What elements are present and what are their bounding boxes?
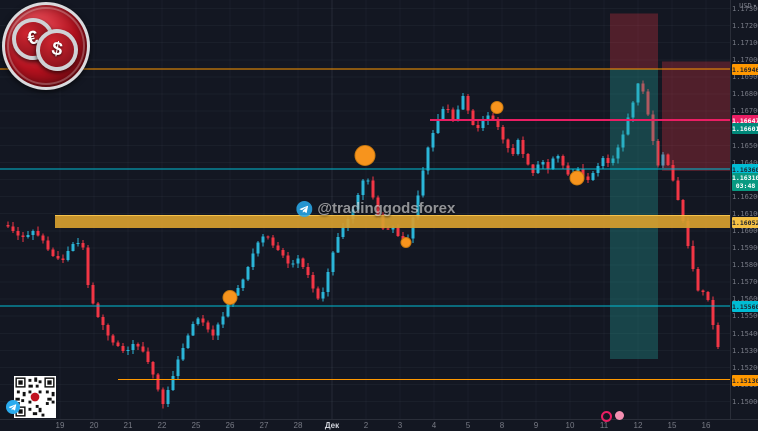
time-tick-label: 12 [633,421,643,430]
time-tick-label: 11 [599,421,609,430]
marker-dot[interactable] [569,170,585,186]
watermark: @tradinggodsforex [296,200,455,217]
telegram-icon [296,200,313,217]
currency-label: USD [739,2,752,10]
price-tick-label: 1.15800 [732,261,758,269]
price-level-tag: 1.15130 [732,374,758,386]
dot-outline-icon[interactable] [601,411,612,422]
price-level-tag: 1.16601 [732,123,758,134]
time-tick-label: 4 [431,421,437,430]
time-axis[interactable]: 19 20 21 22 25 26 27 28 Дек 2 3 4 5 8 9 10 11 12 15 16 [0,419,758,431]
price-tick-label: 1.16500 [732,141,758,150]
marker-dot[interactable] [400,237,412,248]
price-level-tag: 1.15560 [732,301,758,312]
price-tick-label: 1.15200 [732,363,758,372]
price-tick-label: 1.15400 [732,329,758,338]
time-tick-label: 9 [533,421,539,430]
time-tick-label: 22 [157,421,167,430]
chart-canvas[interactable] [0,0,730,419]
time-tick-label: 2 [363,421,369,430]
price-tick-label: 1.17100 [732,38,758,47]
candles [6,80,720,409]
price-tick-label: 1.15600 [732,295,758,303]
bar-countdown: 03:48 [735,182,756,190]
price-tick-label: 1.16100 [732,209,758,218]
axis-currency: USD▾ [738,2,757,10]
time-tick-label: 19 [55,421,65,430]
price-level-tag: 1.16360 [732,164,758,175]
price-tick-label: 1.17300 [732,4,758,13]
time-tick-label: 20 [89,421,99,430]
qr-code [14,376,56,418]
price-level-tag: 1.16310 03:48 [732,173,758,191]
dollar-coin-icon: $ [32,25,82,75]
time-tick-label: 27 [259,421,269,430]
price-tick-label: 1.17200 [732,21,758,30]
euro-symbol: € [25,27,41,50]
price-tick-label: 1.16200 [732,192,758,201]
marker-dot[interactable] [490,101,504,114]
price-tick-label: 1.16800 [732,90,758,98]
time-tick-label: Дек [324,421,340,430]
dot-filled-icon[interactable] [615,411,624,420]
euro-coin-icon: € [8,14,58,64]
time-tick-label: 3 [397,421,403,430]
price-level-tag: 1.16052 [732,217,758,228]
current-price-value: 1.16310 [732,174,758,182]
time-tick-label: 5 [465,421,471,430]
price-tick-label: 1.15500 [732,312,758,320]
time-tick-label: 16 [701,421,711,430]
time-tick-label: 26 [225,421,235,430]
price-tick-label: 1.16900 [732,73,758,81]
position-box[interactable] [610,13,658,70]
time-tick-label: 8 [499,421,505,430]
price-tick-label: 1.15900 [732,244,758,252]
price-tick-label: 1.15000 [732,397,758,406]
watermark-handle: @tradinggodsforex [317,200,456,217]
price-tick-label: 1.16000 [732,227,758,235]
price-tick-label: 1.15700 [732,278,758,286]
time-tick-label: 21 [123,421,133,430]
eurusd-logo: € $ [2,2,90,90]
position-box[interactable] [662,61,730,172]
price-tick-label: 1.15300 [732,346,758,355]
time-tick-label: 28 [293,421,303,430]
marker-dot[interactable] [354,145,376,166]
price-tick-label: 1.16400 [732,158,758,167]
price-axis[interactable]: USD▾ 1.17300 1.17200 1.17100 1.17000 1.16900… [730,0,758,419]
dollar-symbol: $ [50,38,65,61]
time-tick-label: 15 [667,421,677,430]
position-box[interactable] [610,69,658,359]
price-tick-label: 1.16700 [732,107,758,115]
time-tick-label: 10 [565,421,575,430]
price-level-tag: 1.16946 [732,64,758,75]
price-tick-label: 1.17000 [732,56,758,64]
time-tick-label: 25 [191,421,201,430]
chevron-down-icon: ▾ [752,2,757,10]
supply-zone[interactable] [55,215,730,229]
marker-dot[interactable] [222,290,238,305]
telegram-badge-icon [6,400,20,414]
price-level-tag: 1.16647 [732,115,758,126]
